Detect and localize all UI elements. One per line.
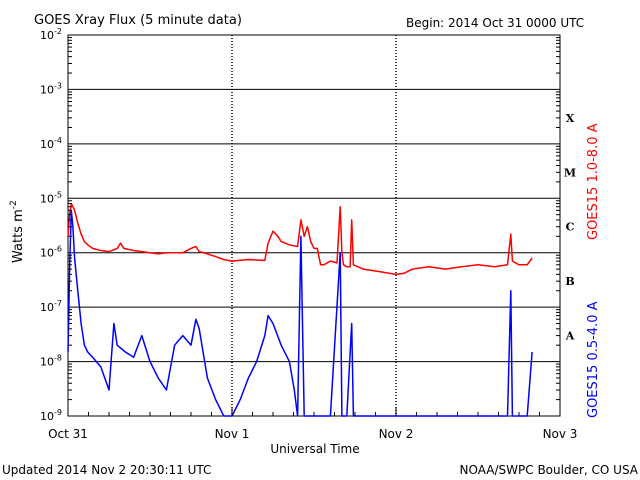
source-label: NOAA/SWPC Boulder, CO USA [460, 463, 639, 477]
flare-class-label: X [566, 112, 575, 125]
y-tick-label: 10-4 [40, 136, 62, 151]
x-tick-label: Nov 1 [215, 427, 250, 441]
x-axis-label: Universal Time [270, 442, 359, 456]
x-tick-label: Nov 2 [379, 427, 414, 441]
y-axis: 10-2 10-3 10-4 10-5 10-6 10-7 10-8 10-9 [40, 27, 560, 423]
y-tick-label: 10-7 [40, 299, 62, 314]
flare-class-labels: X M C B A [564, 112, 576, 343]
x-axis: Oct 31 Nov 1 Nov 2 Nov 3 [48, 408, 577, 441]
series-line-short-wave [67, 209, 533, 417]
flare-class-label: M [564, 166, 576, 179]
begin-label: Begin: 2014 Oct 31 0000 UTC [406, 16, 584, 30]
y-tick-label: 10-2 [40, 27, 62, 42]
flare-class-label: A [565, 330, 575, 343]
flare-class-label: B [565, 275, 574, 288]
updated-label: Updated 2014 Nov 2 20:30:11 UTC [2, 463, 211, 477]
legend-blue-series: GOES15 0.5-4.0 A [586, 301, 601, 418]
y-tick-label: 10-8 [40, 354, 62, 369]
legend-red-series: GOES15 1.0-8.0 A [586, 123, 601, 240]
x-tick-label: Oct 31 [48, 427, 88, 441]
plot-area [67, 34, 561, 417]
y-tick-label: 10-6 [40, 245, 62, 260]
series-line-long-wave [67, 202, 533, 276]
day-dividers [231, 35, 397, 416]
y-axis-label-text: Watts m [11, 209, 26, 263]
flare-class-label: C [566, 221, 575, 234]
plot-frame [67, 34, 561, 417]
y-axis-label: Watts m-2 [9, 200, 26, 263]
series-layer [67, 202, 533, 417]
y-tick-label: 10-9 [40, 408, 62, 423]
y-tick-label: 10-3 [40, 81, 62, 96]
x-tick-label: Nov 3 [543, 427, 578, 441]
chart-title: GOES Xray Flux (5 minute data) [34, 13, 242, 28]
y-axis-label-sup: -2 [9, 200, 19, 209]
y-tick-label: 10-5 [40, 190, 62, 205]
